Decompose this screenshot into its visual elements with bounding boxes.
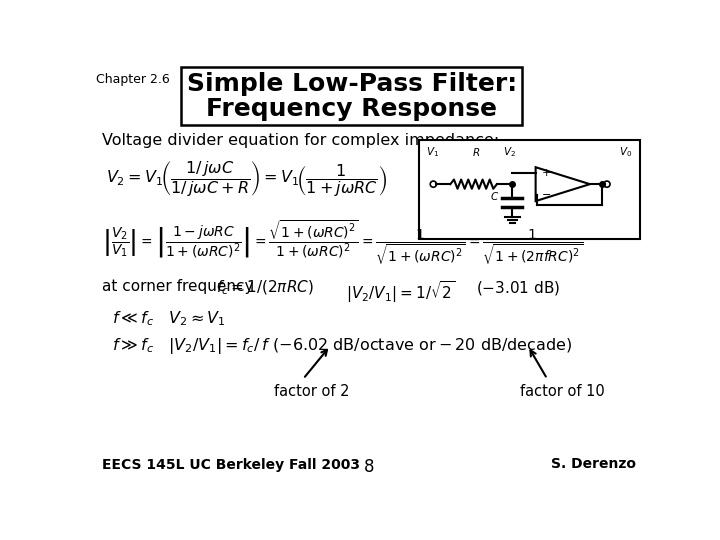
- Text: $|V_2/V_1| = 1/\sqrt{2}$: $|V_2/V_1| = 1/\sqrt{2}$: [346, 279, 455, 305]
- Text: $C$: $C$: [490, 190, 499, 202]
- Text: Frequency Response: Frequency Response: [207, 97, 498, 120]
- Text: $f \ll f_c \quad V_2 \approx V_1$: $f \ll f_c \quad V_2 \approx V_1$: [112, 309, 225, 328]
- Text: $f_c = 1/(2\pi RC)$: $f_c = 1/(2\pi RC)$: [216, 279, 314, 297]
- Text: $(-3.01\ \mathrm{dB})$: $(-3.01\ \mathrm{dB})$: [476, 279, 560, 297]
- Text: $V_0$: $V_0$: [619, 146, 632, 159]
- Text: factor of 2: factor of 2: [274, 384, 350, 400]
- Text: $R$: $R$: [472, 146, 480, 158]
- Text: Chapter 2.6: Chapter 2.6: [96, 72, 170, 85]
- Text: at corner frequency: at corner frequency: [102, 279, 253, 294]
- Bar: [419, 140, 640, 239]
- Text: Simple Low-Pass Filter:: Simple Low-Pass Filter:: [187, 72, 517, 97]
- Text: EECS 145L UC Berkeley Fall 2003: EECS 145L UC Berkeley Fall 2003: [102, 457, 359, 471]
- Bar: [181, 67, 523, 125]
- Text: Voltage divider equation for complex impedance:: Voltage divider equation for complex imp…: [102, 132, 499, 147]
- Text: 8: 8: [364, 457, 374, 476]
- Text: $\left|\dfrac{V_2}{V_1}\right| = \left|\dfrac{1-j\omega RC}{1+(\omega RC)^2}\rig: $\left|\dfrac{V_2}{V_1}\right| = \left|\…: [102, 218, 582, 266]
- Text: +: +: [542, 168, 552, 178]
- Text: $V_2 = V_1\!\left(\dfrac{1/\,j\omega C}{1/\,j\omega C + R}\right) = V_1\!\left(\: $V_2 = V_1\!\left(\dfrac{1/\,j\omega C}{…: [106, 159, 387, 198]
- Text: $V_2$: $V_2$: [503, 146, 516, 159]
- Text: S. Derenzo: S. Derenzo: [552, 457, 636, 471]
- Text: −: −: [542, 190, 552, 200]
- Text: $f \gg f_c \quad |V_2/V_1| = f_c/\,f\ (-6.02\ \mathrm{dB/octave\ or} - 20\ \math: $f \gg f_c \quad |V_2/V_1| = f_c/\,f\ (-…: [112, 336, 572, 356]
- Text: $V_1$: $V_1$: [426, 146, 438, 159]
- Text: factor of 10: factor of 10: [520, 384, 605, 400]
